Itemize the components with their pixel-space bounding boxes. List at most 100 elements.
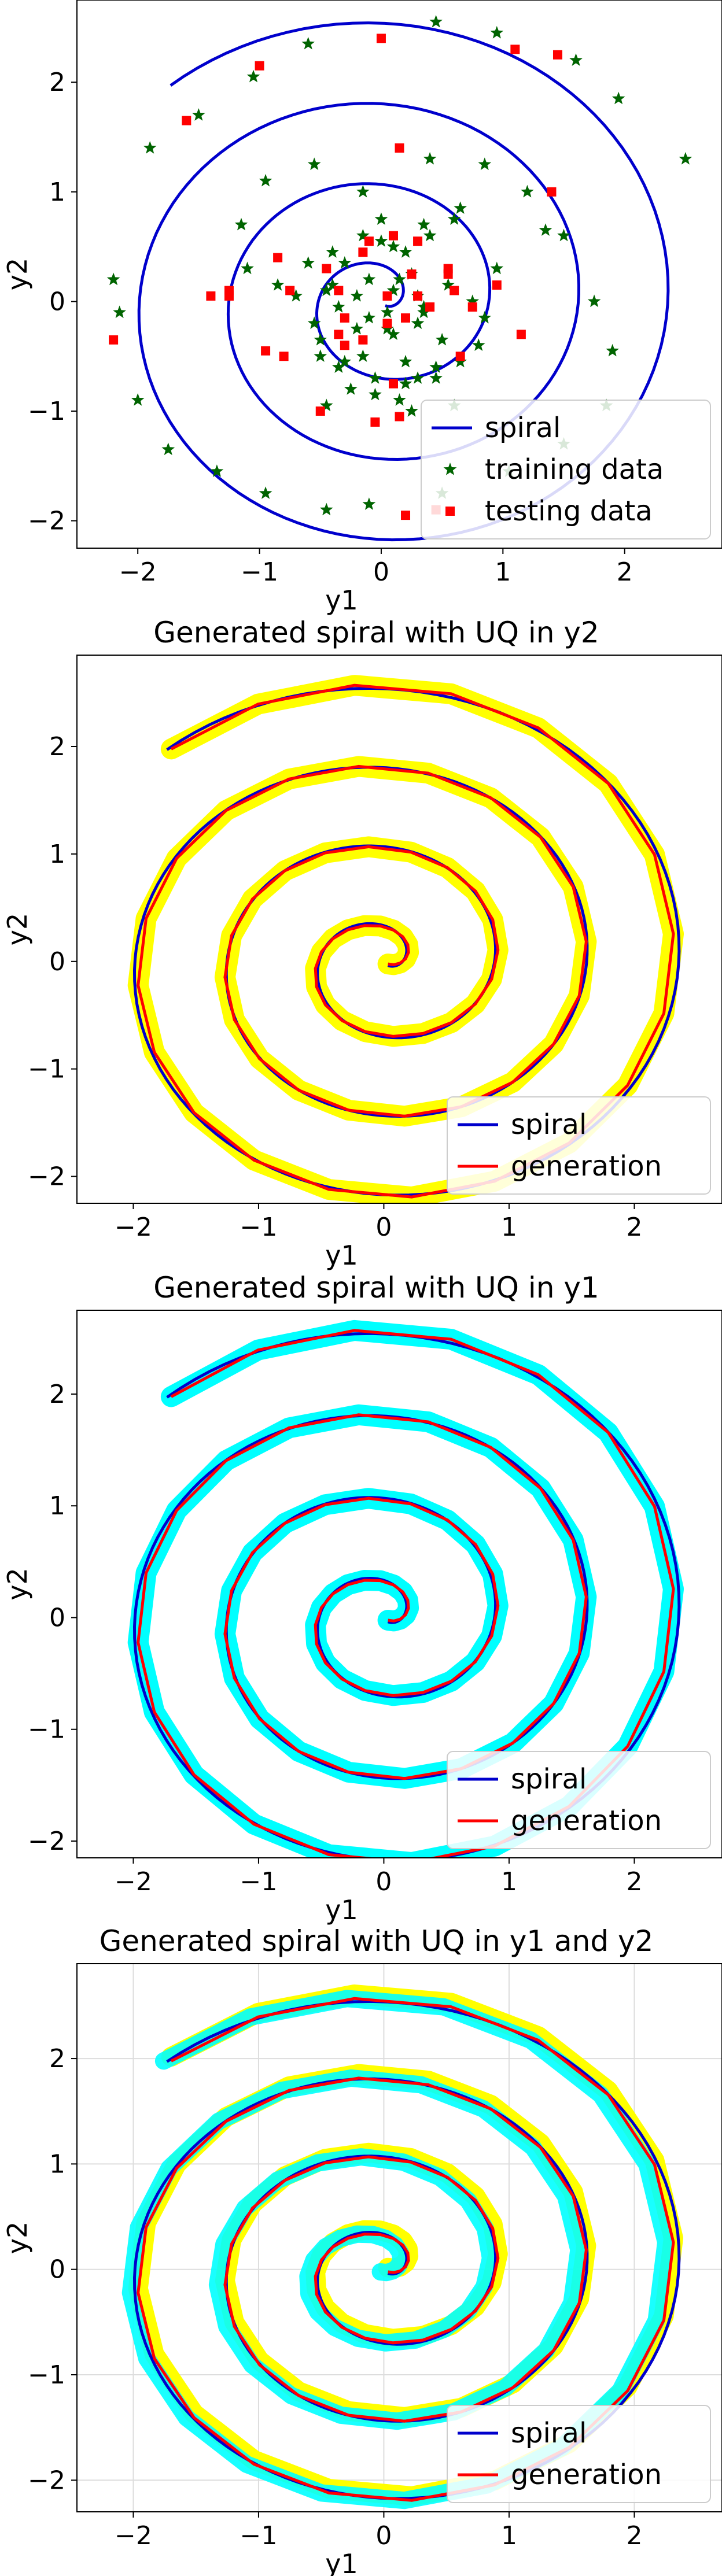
x-tick-label: −1 [240,1867,277,1897]
training-data-point [399,376,412,390]
testing-data-point [358,335,368,345]
training-data-point [521,184,534,198]
plot-area [127,675,684,1203]
y-axis-label: y2 [2,258,33,291]
testing-data-point [492,280,502,290]
training-data-point [471,338,485,351]
testing-data-point [413,236,423,246]
testing-data-point [516,330,526,339]
training-data-point [356,228,370,242]
axes-frame [76,655,722,1204]
training-data-point [106,272,120,286]
testing-data-point [285,286,295,295]
training-data-point [331,360,345,373]
x-tick-label: −1 [241,557,278,587]
training-data-point [241,261,254,275]
training-data-point [143,141,157,154]
testing-data-point [334,286,344,295]
testing-data-point [334,330,344,339]
training-data-point [289,289,303,302]
series-generation-line [137,1329,675,1858]
y-axis-label: y2 [2,1568,33,1601]
training-data-point [399,354,412,368]
x-tick-label: 0 [373,557,389,587]
testing-data-point [395,412,404,422]
testing-data-point [450,286,459,295]
legend-label: generation [511,2459,662,2491]
x-tick-label: 0 [375,1867,392,1897]
training-data-point [423,228,437,242]
training-data-point [381,321,394,335]
y-tick-label: 2 [49,2044,65,2074]
x-tick-label: 1 [501,1213,517,1242]
testing-data-point [358,247,368,257]
y-tick-label: −1 [28,397,65,426]
legend-box [447,1096,711,1195]
y-tick-label: −1 [28,2360,65,2390]
training-data-point [326,278,340,291]
x-tick-label: −2 [119,557,157,587]
training-data-point [319,283,333,297]
training-data-point [381,305,394,319]
testing-data-point [322,264,331,274]
testing-data-point [407,269,417,279]
x-axis-label: y1 [325,1240,358,1271]
testing-data-point [224,291,234,301]
training-data-point [362,497,376,510]
y-tick-label: 0 [49,2255,65,2285]
training-data-point [429,371,443,384]
x-tick-label: −2 [115,1867,152,1897]
x-tick-label: 1 [501,1867,517,1897]
x-tick-label: 0 [375,1213,392,1242]
training-data-point [234,217,248,231]
axes-frame [76,0,722,549]
training-data-point [606,343,620,357]
testing-data-point [467,302,477,312]
training-data-point [417,217,430,231]
legend-box [421,400,711,539]
training-data-point [405,404,418,417]
axes-frame [76,1310,722,1858]
training-data-point [331,300,345,313]
testing-data-point [182,116,191,125]
chart-panel-1: −2 −1 0 1 2 −2 −1 0 1 2 y1 y2 spiral training data tes… [2,0,722,616]
legend: spiral generation [447,1096,711,1195]
training-data-point [454,354,467,368]
testing-data-point [261,346,271,356]
chart-panel-3: −2 −1 0 1 2 −2 −1 0 1 2 y1 y2 Generated spiral with … [2,1271,722,1925]
legend-label: spiral [511,1763,587,1795]
training-data-point [350,321,364,335]
testing-data-point [340,341,349,350]
training-data-point [399,245,412,258]
x-tick-label: −1 [240,2521,277,2551]
training-data-point [344,382,358,395]
training-data-point [362,311,376,324]
x-tick-label: 0 [375,2521,392,2551]
testing-data-point [395,143,404,153]
testing-data-point [547,187,557,197]
testing-data-point [376,34,386,43]
y-tick-label: 0 [49,287,65,316]
y-tick-label: 0 [49,1603,65,1632]
training-data-point [362,272,376,286]
y-tick-label: 2 [49,68,65,97]
y-tick-label: 2 [49,1380,65,1409]
legend-label: spiral [511,1108,587,1141]
testing-data-point [388,379,398,389]
legend-box [447,1751,711,1849]
y-tick-label: −2 [28,1162,65,1192]
legend-label: generation [511,1150,662,1182]
testing-data-point [315,406,325,416]
training-data-point [393,393,406,406]
training-data-point [435,332,449,346]
y-tick-label: 1 [49,178,65,207]
training-data-point [466,294,480,308]
y-axis-label: y2 [2,913,33,946]
training-data-point [454,201,467,214]
x-axis-label: y1 [325,585,358,616]
training-data-point [131,393,145,406]
plot-area [127,1320,684,1858]
testing-data-point [109,335,119,345]
training-data-point [259,486,272,499]
